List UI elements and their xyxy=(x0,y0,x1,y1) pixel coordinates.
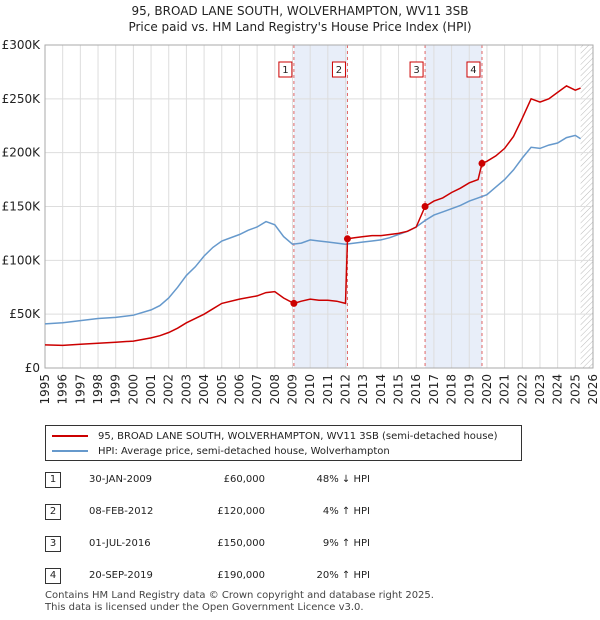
y-tick-label: £0 xyxy=(25,361,40,375)
y-tick-label: £300K xyxy=(2,38,42,52)
x-tick-label: 2024 xyxy=(551,374,565,405)
y-tick-label: £50K xyxy=(9,307,41,321)
sale-point xyxy=(478,159,486,167)
x-tick-label: 2009 xyxy=(285,374,299,405)
sale-hpi-diff: 4% ↑ HPI xyxy=(322,506,370,517)
legend-item-hpi: HPI: Average price, semi-detached house,… xyxy=(52,444,390,458)
x-tick-label: 2025 xyxy=(568,374,582,405)
x-tick-label: 2005 xyxy=(215,374,229,405)
x-tick-label: 1995 xyxy=(38,374,52,405)
hpi-series-line xyxy=(44,134,581,325)
sale-number-badge: 1 xyxy=(45,472,61,488)
sale-date: 20-SEP-2019 xyxy=(89,570,153,581)
legend-item-property: 95, BROAD LANE SOUTH, WOLVERHAMPTON, WV1… xyxy=(52,429,498,443)
legend-line-hpi xyxy=(52,450,88,452)
sale-price: £120,000 xyxy=(217,506,265,517)
footer-copyright: Contains HM Land Registry data © Crown c… xyxy=(45,590,434,601)
y-tick-label: £100K xyxy=(2,253,42,267)
x-tick-label: 2000 xyxy=(126,374,140,405)
legend-label-property: 95, BROAD LANE SOUTH, WOLVERHAMPTON, WV1… xyxy=(98,430,498,442)
sale-number-box xyxy=(278,61,293,78)
sale-number-badge: 3 xyxy=(45,536,61,552)
x-tick-label: 1996 xyxy=(56,374,70,405)
x-tick-label: 2015 xyxy=(392,374,406,405)
sale-price: £150,000 xyxy=(217,538,265,549)
sale-date: 08-FEB-2012 xyxy=(89,506,154,517)
x-tick-label: 2022 xyxy=(515,374,529,405)
legend-label-hpi: HPI: Average price, semi-detached house,… xyxy=(98,445,390,457)
x-tick-label: 2017 xyxy=(427,374,441,405)
sale-hpi-diff: 9% ↑ HPI xyxy=(322,538,370,549)
x-tick-label: 1998 xyxy=(91,374,105,405)
sale-date: 01-JUL-2016 xyxy=(89,538,151,549)
x-tick-label: 1999 xyxy=(109,374,123,405)
chart-title: 95, BROAD LANE SOUTH, WOLVERHAMPTON, WV1… xyxy=(131,4,469,18)
sale-number-badge: 2 xyxy=(45,504,61,520)
sale-number-label: 1 xyxy=(282,65,288,76)
sale-point xyxy=(343,235,351,243)
sale-price: £60,000 xyxy=(223,474,265,485)
x-tick-label: 2014 xyxy=(374,374,388,405)
sale-point xyxy=(290,299,298,307)
y-tick-label: £200K xyxy=(2,146,42,160)
x-tick-label: 2008 xyxy=(268,374,282,405)
sale-row: 3 01-JUL-2016 £150,000 9% ↑ HPI xyxy=(45,536,405,552)
footer: Contains HM Land Registry data © Crown c… xyxy=(45,590,434,614)
x-tick-label: 2012 xyxy=(339,374,353,405)
x-tick-label: 2001 xyxy=(144,374,158,405)
footer-licence: This data is licensed under the Open Gov… xyxy=(45,602,364,613)
sale-number-label: 3 xyxy=(413,65,419,76)
sale-number-box xyxy=(409,61,424,78)
x-tick-label: 2002 xyxy=(162,374,176,405)
x-tick-label: 1997 xyxy=(73,374,87,405)
x-tick-label: 2006 xyxy=(232,374,246,405)
sale-number-badge: 4 xyxy=(45,568,61,584)
x-tick-label: 2007 xyxy=(250,374,264,405)
chart-subtitle: Price paid vs. HM Land Registry's House … xyxy=(128,20,472,34)
sale-row: 4 20-SEP-2019 £190,000 20% ↑ HPI xyxy=(45,568,405,584)
sale-date: 30-JAN-2009 xyxy=(89,474,153,485)
x-tick-label: 2021 xyxy=(498,374,512,405)
x-tick-label: 2023 xyxy=(533,374,547,405)
x-tick-label: 2010 xyxy=(303,374,317,405)
sale-price: £190,000 xyxy=(217,570,265,581)
sale-row: 2 08-FEB-2012 £120,000 4% ↑ HPI xyxy=(45,504,405,520)
legend: 95, BROAD LANE SOUTH, WOLVERHAMPTON, WV1… xyxy=(45,425,522,461)
x-tick-label: 2013 xyxy=(356,374,370,405)
sale-point xyxy=(421,203,429,210)
sale-number-box xyxy=(331,61,346,78)
x-tick-label: 2026 xyxy=(586,374,600,405)
sale-hpi-diff: 48% ↓ HPI xyxy=(316,474,370,485)
x-tick-label: 2016 xyxy=(409,374,423,405)
y-tick-label: £150K xyxy=(2,200,42,214)
sale-number-box xyxy=(466,61,481,78)
sale-row: 1 30-JAN-2009 £60,000 48% ↓ HPI xyxy=(45,472,405,488)
price-chart: 1 2 3 4 £0 £50K £100K £150K £200K £250K £300K 1995 1… xyxy=(2,38,600,405)
y-tick-label: £250K xyxy=(2,92,42,106)
plot-border xyxy=(44,44,594,369)
sale-number-label: 2 xyxy=(336,65,342,76)
x-tick-label: 2011 xyxy=(321,374,335,405)
x-tick-label: 2020 xyxy=(480,374,494,405)
sale-number-label: 4 xyxy=(470,65,476,76)
x-tick-label: 2018 xyxy=(445,374,459,405)
x-tick-label: 2003 xyxy=(179,374,193,405)
property-series-line xyxy=(44,85,581,347)
x-tick-label: 2004 xyxy=(197,374,211,405)
sale-hpi-diff: 20% ↑ HPI xyxy=(316,570,370,581)
legend-line-property xyxy=(52,435,88,437)
x-tick-label: 2019 xyxy=(462,374,476,405)
